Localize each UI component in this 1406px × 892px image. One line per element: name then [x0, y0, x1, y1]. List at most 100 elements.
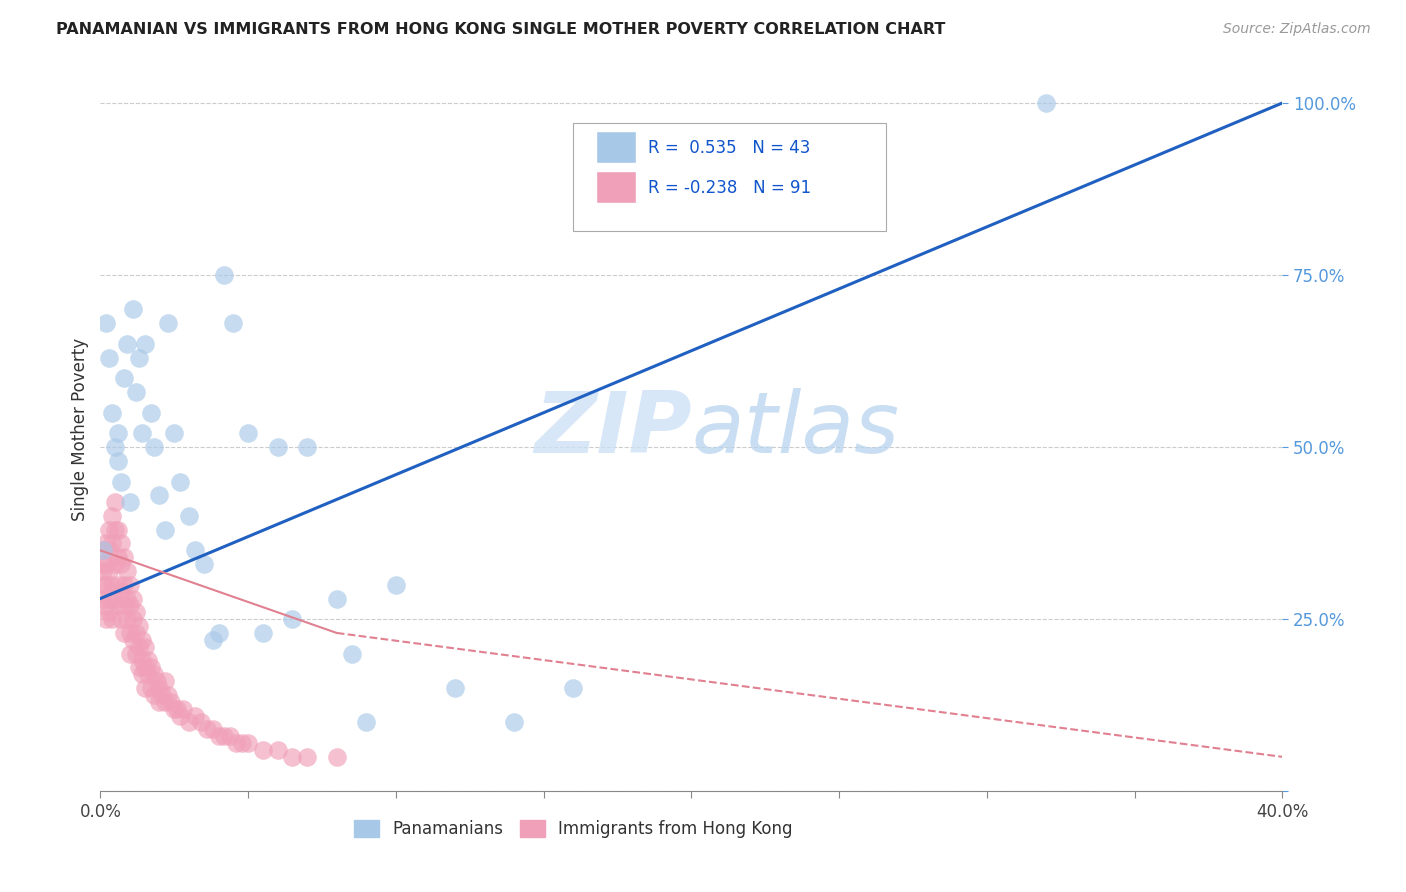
- Point: [169, 708, 191, 723]
- Point: [128, 351, 150, 365]
- Point: [252, 626, 274, 640]
- Point: [121, 612, 143, 626]
- Point: [281, 612, 304, 626]
- Point: [297, 749, 319, 764]
- Point: [169, 475, 191, 489]
- Point: [96, 599, 118, 613]
- Point: [118, 626, 141, 640]
- Point: [112, 550, 135, 565]
- Point: [115, 591, 138, 606]
- Point: [155, 674, 177, 689]
- Text: atlas: atlas: [692, 388, 900, 471]
- Point: [142, 688, 165, 702]
- Point: [118, 599, 141, 613]
- Point: [107, 426, 129, 441]
- Point: [207, 626, 229, 640]
- Point: [101, 578, 124, 592]
- Point: [112, 599, 135, 613]
- Point: [104, 440, 127, 454]
- Point: [163, 426, 186, 441]
- Point: [125, 626, 148, 640]
- Point: [104, 591, 127, 606]
- Point: [121, 302, 143, 317]
- Point: [131, 653, 153, 667]
- Point: [214, 268, 236, 282]
- Point: [326, 749, 349, 764]
- Point: [157, 316, 180, 330]
- Point: [91, 543, 114, 558]
- Point: [107, 523, 129, 537]
- Point: [177, 508, 200, 523]
- Point: [107, 599, 129, 613]
- Point: [252, 743, 274, 757]
- Point: [152, 688, 174, 702]
- Point: [125, 385, 148, 400]
- Point: [134, 336, 156, 351]
- Point: [128, 660, 150, 674]
- Text: Source: ZipAtlas.com: Source: ZipAtlas.com: [1223, 22, 1371, 37]
- Point: [356, 715, 378, 730]
- Point: [125, 605, 148, 619]
- Point: [201, 632, 224, 647]
- Point: [91, 557, 114, 571]
- Point: [98, 564, 121, 578]
- Point: [112, 578, 135, 592]
- FancyBboxPatch shape: [574, 123, 886, 231]
- Point: [131, 426, 153, 441]
- Point: [96, 557, 118, 571]
- Point: [142, 667, 165, 681]
- Point: [96, 536, 118, 550]
- Point: [96, 612, 118, 626]
- Point: [148, 695, 170, 709]
- Point: [155, 523, 177, 537]
- Point: [190, 715, 212, 730]
- Point: [134, 660, 156, 674]
- Point: [121, 591, 143, 606]
- Point: [134, 640, 156, 654]
- Point: [222, 316, 245, 330]
- Point: [503, 715, 526, 730]
- Point: [98, 523, 121, 537]
- Point: [155, 695, 177, 709]
- FancyBboxPatch shape: [596, 171, 636, 203]
- Point: [115, 336, 138, 351]
- Point: [157, 688, 180, 702]
- Point: [110, 557, 132, 571]
- Point: [184, 543, 207, 558]
- Point: [118, 578, 141, 592]
- Point: [98, 605, 121, 619]
- Legend: Panamanians, Immigrants from Hong Kong: Panamanians, Immigrants from Hong Kong: [347, 813, 799, 845]
- Point: [125, 647, 148, 661]
- Point: [107, 550, 129, 565]
- FancyBboxPatch shape: [596, 131, 636, 163]
- Point: [98, 543, 121, 558]
- Point: [236, 736, 259, 750]
- Point: [281, 749, 304, 764]
- Text: R = -0.238   N = 91: R = -0.238 N = 91: [648, 178, 811, 197]
- Point: [104, 523, 127, 537]
- Point: [98, 591, 121, 606]
- Point: [134, 681, 156, 695]
- Point: [297, 440, 319, 454]
- Point: [148, 488, 170, 502]
- Point: [142, 440, 165, 454]
- Point: [101, 406, 124, 420]
- Point: [139, 681, 162, 695]
- Point: [101, 536, 124, 550]
- Point: [110, 475, 132, 489]
- Point: [266, 743, 288, 757]
- Point: [219, 729, 242, 743]
- Point: [115, 564, 138, 578]
- Point: [385, 578, 408, 592]
- Point: [340, 647, 363, 661]
- Point: [231, 736, 253, 750]
- Point: [177, 715, 200, 730]
- Point: [112, 371, 135, 385]
- Point: [101, 508, 124, 523]
- Point: [139, 660, 162, 674]
- Point: [160, 695, 183, 709]
- Point: [98, 351, 121, 365]
- Point: [148, 681, 170, 695]
- Point: [91, 578, 114, 592]
- Point: [110, 612, 132, 626]
